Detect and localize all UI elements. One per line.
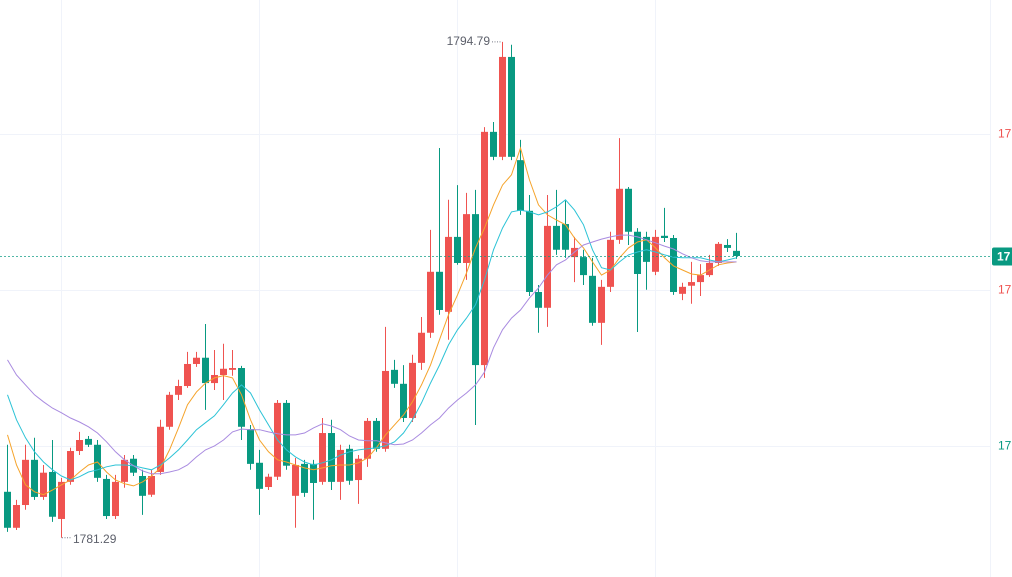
candle-body bbox=[193, 357, 200, 364]
y-tick-label: 17 bbox=[998, 127, 1012, 141]
candle-body bbox=[40, 472, 47, 497]
candle-body bbox=[76, 440, 83, 452]
candle-body bbox=[202, 357, 209, 384]
candle-body bbox=[319, 433, 326, 482]
moving-average-line bbox=[7, 146, 737, 496]
candle-body bbox=[85, 438, 92, 445]
candle-body bbox=[715, 243, 722, 263]
candle-body bbox=[373, 420, 380, 449]
y-tick-label: 17 bbox=[998, 283, 1012, 297]
candle-body bbox=[355, 458, 362, 481]
candle-body bbox=[211, 374, 218, 384]
candle-body bbox=[526, 210, 533, 292]
candle-body bbox=[13, 505, 20, 528]
candle-body bbox=[256, 462, 263, 489]
candle-body bbox=[49, 471, 56, 517]
candle-body bbox=[265, 476, 272, 488]
candle-body bbox=[634, 231, 641, 274]
candle-body bbox=[688, 282, 695, 286]
candle-body bbox=[4, 491, 11, 528]
candle-body bbox=[427, 271, 434, 333]
candle-body bbox=[166, 394, 173, 427]
candle-body bbox=[589, 275, 596, 323]
candle-body bbox=[625, 188, 632, 232]
candle-body bbox=[229, 368, 236, 370]
candle-body bbox=[22, 459, 29, 506]
candle-body bbox=[310, 463, 317, 483]
moving-average-line bbox=[7, 199, 737, 481]
candle-body bbox=[391, 369, 398, 384]
candle-body bbox=[301, 463, 308, 493]
candle-body bbox=[58, 481, 65, 519]
candle-body bbox=[364, 420, 371, 459]
candle-body bbox=[517, 160, 524, 211]
candle-body bbox=[238, 368, 245, 427]
candle-body bbox=[679, 286, 686, 294]
candle-body bbox=[67, 451, 74, 482]
candle-body bbox=[121, 459, 128, 482]
candle-body bbox=[652, 236, 659, 272]
candle-body bbox=[562, 224, 569, 250]
candle-body bbox=[535, 291, 542, 308]
candle-body bbox=[607, 239, 614, 287]
candle-body bbox=[445, 236, 452, 312]
candle-body bbox=[463, 214, 470, 263]
candle-body bbox=[580, 257, 587, 276]
candle-body bbox=[661, 235, 668, 238]
candle-body bbox=[598, 286, 605, 323]
max-price-label: 1794.79 bbox=[447, 34, 491, 48]
candle-body bbox=[220, 368, 227, 375]
candle-body bbox=[148, 475, 155, 495]
candle-body bbox=[337, 449, 344, 482]
candle-body bbox=[733, 250, 740, 256]
candle-body bbox=[400, 383, 407, 418]
candle-body bbox=[616, 188, 623, 240]
candle-body bbox=[706, 262, 713, 276]
candle-body bbox=[499, 56, 506, 157]
candle-body bbox=[139, 475, 146, 496]
last-price-label: 17 bbox=[997, 250, 1011, 264]
candle-body bbox=[31, 459, 38, 497]
candle-body bbox=[670, 237, 677, 292]
moving-average-line bbox=[7, 234, 737, 475]
candle-body bbox=[247, 428, 254, 464]
candle-body bbox=[382, 370, 389, 449]
candle-body bbox=[544, 225, 551, 308]
y-tick-label: 17 bbox=[998, 439, 1012, 453]
candle-body bbox=[94, 444, 101, 478]
candle-body bbox=[103, 478, 110, 517]
candle-body bbox=[481, 131, 488, 366]
candle-body bbox=[283, 402, 290, 466]
candle-body bbox=[328, 433, 335, 482]
candle-body bbox=[724, 244, 731, 248]
candle-body bbox=[157, 426, 164, 472]
candle-body bbox=[184, 363, 191, 387]
candle-body bbox=[409, 362, 416, 418]
candle-body bbox=[292, 464, 299, 496]
candles bbox=[4, 41, 740, 538]
candle-body bbox=[436, 271, 443, 310]
candle-body bbox=[175, 386, 182, 395]
candle-body bbox=[418, 332, 425, 363]
candle-body bbox=[454, 236, 461, 263]
min-price-label: 1781.29 bbox=[73, 532, 117, 546]
overlay: 17 17 17 17 1794.79 1781.29 bbox=[0, 34, 1012, 546]
candle-body bbox=[508, 56, 515, 157]
candle-body bbox=[697, 275, 704, 283]
candle-body bbox=[472, 214, 479, 366]
moving-averages bbox=[7, 146, 737, 496]
candle-body bbox=[490, 131, 497, 157]
candle-body bbox=[553, 225, 560, 250]
last-price-box bbox=[992, 247, 1012, 266]
candle-body bbox=[112, 481, 119, 517]
